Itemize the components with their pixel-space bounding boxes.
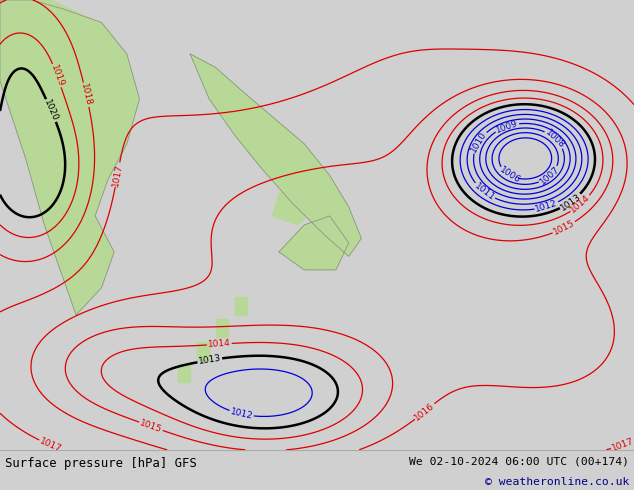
Text: 1017: 1017 — [611, 436, 634, 453]
Polygon shape — [0, 0, 114, 68]
Text: 1018: 1018 — [79, 82, 93, 107]
Text: 1016: 1016 — [413, 401, 436, 422]
Text: 1012: 1012 — [230, 407, 254, 421]
Polygon shape — [235, 297, 247, 315]
Text: Surface pressure [hPa] GFS: Surface pressure [hPa] GFS — [5, 457, 197, 470]
Text: We 02-10-2024 06:00 UTC (00+174): We 02-10-2024 06:00 UTC (00+174) — [409, 457, 629, 467]
Polygon shape — [0, 0, 139, 315]
Text: 1006: 1006 — [498, 165, 522, 185]
Text: 1009: 1009 — [495, 119, 519, 135]
Text: 1007: 1007 — [538, 165, 561, 187]
Text: 1015: 1015 — [139, 418, 164, 435]
Text: 1014: 1014 — [207, 339, 231, 349]
Text: 1008: 1008 — [543, 127, 567, 150]
Text: 1014: 1014 — [569, 193, 592, 215]
Polygon shape — [190, 54, 361, 256]
Polygon shape — [216, 319, 228, 337]
Text: 1015: 1015 — [552, 219, 576, 237]
Polygon shape — [178, 365, 190, 382]
Text: 1013: 1013 — [559, 192, 583, 212]
Polygon shape — [273, 189, 317, 225]
Text: 1017: 1017 — [111, 163, 124, 187]
Text: © weatheronline.co.uk: © weatheronline.co.uk — [484, 477, 629, 487]
Text: 1010: 1010 — [469, 130, 488, 154]
Text: 1020: 1020 — [42, 98, 60, 123]
Polygon shape — [197, 342, 209, 360]
Text: 1017: 1017 — [38, 437, 63, 454]
Polygon shape — [279, 216, 349, 270]
Text: 1019: 1019 — [49, 63, 65, 88]
Text: 1011: 1011 — [472, 181, 496, 202]
Text: 1013: 1013 — [198, 354, 222, 367]
Text: 1012: 1012 — [534, 199, 559, 214]
